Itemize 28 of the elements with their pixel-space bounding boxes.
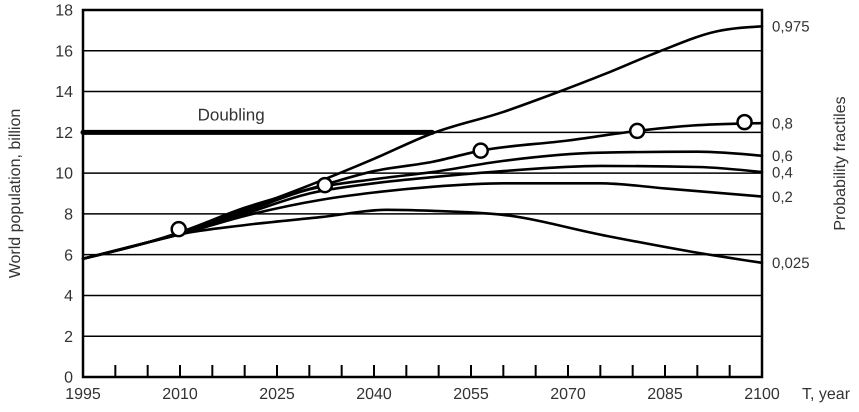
x-tick-label: 2040 bbox=[356, 386, 392, 403]
y-tick-label: 12 bbox=[55, 124, 74, 142]
y-tick-label: 16 bbox=[55, 43, 74, 60]
series-label: 0,6 bbox=[772, 148, 793, 166]
x-tick-label: 2055 bbox=[453, 386, 489, 403]
y2-axis-title: Probability fractiles bbox=[832, 96, 849, 231]
x-axis-title: T, year bbox=[802, 386, 851, 403]
y-tick-label: 2 bbox=[64, 328, 74, 346]
x-tick-label: 2100 bbox=[744, 386, 780, 403]
series-label: 0,975 bbox=[772, 18, 810, 36]
series-label: 0,2 bbox=[772, 188, 793, 206]
series-label: 0,4 bbox=[772, 164, 793, 182]
series-label: Doubling bbox=[198, 105, 265, 124]
x-tick-label: 2025 bbox=[259, 386, 295, 403]
y-tick-label: 8 bbox=[64, 206, 74, 224]
y-tick-label: 6 bbox=[64, 247, 74, 264]
x-tick-label: 2070 bbox=[550, 386, 586, 403]
x-tick-label: 2085 bbox=[647, 386, 683, 403]
y-tick-label: 18 bbox=[55, 2, 74, 20]
series-label: 0,8 bbox=[772, 115, 793, 132]
y-tick-label: 14 bbox=[55, 84, 74, 102]
series-label: 0,025 bbox=[772, 255, 810, 272]
x-tick-label: 1995 bbox=[65, 386, 101, 403]
y-tick-label: 10 bbox=[55, 166, 74, 183]
y-axis-title: World population, billion bbox=[7, 108, 24, 278]
x-tick-label: 2010 bbox=[162, 386, 198, 403]
y-tick-label: 0 bbox=[64, 370, 74, 387]
y-tick-label: 4 bbox=[64, 288, 74, 306]
